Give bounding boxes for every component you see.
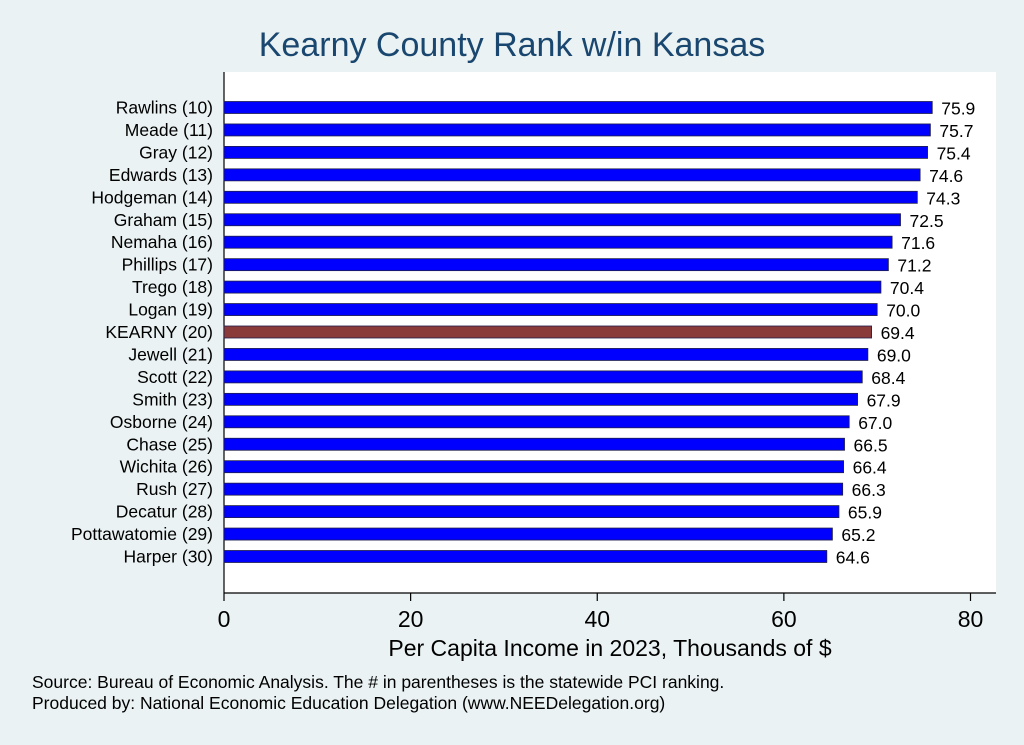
bars-layer: Rawlins (10) 75.9 Meade (11) 75.7 Gray (12) 7… bbox=[71, 98, 975, 568]
bar bbox=[223, 505, 840, 519]
value-label: 65.2 bbox=[841, 525, 875, 545]
bar bbox=[223, 370, 863, 384]
category-label: Trego (18) bbox=[132, 277, 213, 297]
producer-line: Produced by: National Economic Education… bbox=[32, 693, 666, 713]
value-label: 69.0 bbox=[877, 345, 911, 365]
bar bbox=[223, 168, 921, 182]
category-label: Gray (12) bbox=[139, 142, 213, 162]
value-label: 75.9 bbox=[941, 99, 975, 119]
x-tick-label: 20 bbox=[398, 606, 424, 632]
bar bbox=[223, 145, 928, 159]
value-label: 66.5 bbox=[854, 435, 888, 455]
value-label: 74.6 bbox=[929, 166, 963, 186]
bar bbox=[223, 437, 845, 451]
value-label: 69.4 bbox=[881, 323, 915, 343]
bar bbox=[223, 348, 869, 361]
value-label: 68.4 bbox=[871, 368, 905, 388]
x-tick-label: 40 bbox=[584, 606, 610, 632]
bar bbox=[223, 460, 844, 474]
category-label: Logan (19) bbox=[128, 300, 213, 320]
category-label: Wichita (26) bbox=[120, 457, 213, 477]
category-label: Phillips (17) bbox=[122, 255, 213, 275]
value-label: 75.7 bbox=[939, 121, 973, 141]
value-label: 66.4 bbox=[853, 458, 887, 478]
value-label: 71.2 bbox=[897, 256, 931, 276]
category-label: Decatur (28) bbox=[116, 502, 213, 522]
x-axis-title: Per Capita Income in 2023, Thousands of … bbox=[388, 635, 831, 661]
category-label: Harper (30) bbox=[124, 547, 213, 567]
bar bbox=[223, 123, 931, 137]
value-label: 75.4 bbox=[937, 143, 971, 163]
bar bbox=[223, 482, 844, 496]
value-label: 70.4 bbox=[890, 278, 924, 298]
category-label: Chase (25) bbox=[126, 434, 213, 454]
category-label: Pottawatomie (29) bbox=[71, 524, 213, 544]
source-note: Source: Bureau of Economic Analysis. The… bbox=[32, 672, 724, 714]
bar bbox=[223, 258, 889, 272]
value-label: 64.6 bbox=[836, 548, 870, 568]
category-label: Edwards (13) bbox=[109, 165, 213, 185]
bar bbox=[223, 527, 833, 541]
value-label: 67.9 bbox=[867, 390, 901, 410]
bar-highlight bbox=[223, 325, 872, 339]
category-label: KEARNY (20) bbox=[105, 322, 213, 342]
category-label: Scott (22) bbox=[137, 367, 213, 387]
value-label: 74.3 bbox=[926, 188, 960, 208]
x-ticks-layer: 0 20 40 60 80 bbox=[218, 593, 984, 632]
value-label: 72.5 bbox=[910, 211, 944, 231]
value-label: 67.0 bbox=[858, 413, 892, 433]
bar bbox=[223, 392, 858, 406]
bar bbox=[223, 415, 850, 429]
category-label: Hodgeman (14) bbox=[91, 187, 213, 207]
bar bbox=[223, 101, 933, 114]
source-line: Source: Bureau of Economic Analysis. The… bbox=[32, 672, 725, 692]
bar bbox=[223, 303, 878, 316]
value-label: 70.0 bbox=[886, 301, 920, 321]
x-tick-label: 80 bbox=[958, 606, 984, 632]
bar bbox=[223, 213, 901, 227]
value-label: 66.3 bbox=[852, 480, 886, 500]
bar bbox=[223, 235, 893, 249]
category-label: Rush (27) bbox=[136, 479, 213, 499]
x-tick-label: 60 bbox=[771, 606, 797, 632]
value-label: 71.6 bbox=[901, 233, 935, 253]
category-label: Smith (23) bbox=[132, 389, 213, 409]
category-label: Meade (11) bbox=[125, 120, 213, 140]
category-label: Rawlins (10) bbox=[116, 98, 213, 118]
bar bbox=[223, 280, 882, 294]
chart-title: Kearny County Rank w/in Kansas bbox=[258, 26, 766, 64]
category-label: Nemaha (16) bbox=[111, 232, 213, 252]
value-label: 65.9 bbox=[848, 503, 882, 523]
bar bbox=[223, 550, 828, 563]
category-label: Graham (15) bbox=[114, 210, 213, 230]
category-label: Osborne (24) bbox=[110, 412, 213, 432]
x-tick-label: 0 bbox=[218, 606, 231, 632]
bar bbox=[223, 190, 918, 204]
category-label: Jewell (21) bbox=[128, 344, 213, 364]
